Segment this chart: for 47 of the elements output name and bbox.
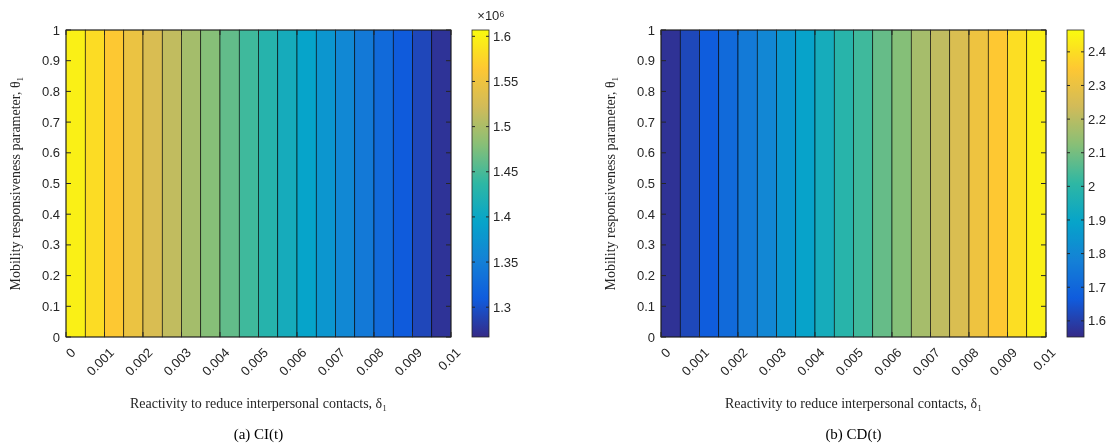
x-axis-title: Reactivity to reduce interpersonal contacts, δ₁ — [129, 396, 388, 411]
y-tick-label: 0.7 — [41, 114, 60, 130]
color-bar-label: 2.2 — [1088, 111, 1107, 127]
color-bar-label: 2.1 — [1088, 145, 1107, 161]
color-bar-label: 2.3 — [1088, 78, 1107, 94]
y-tick-label: 0.1 — [636, 298, 655, 314]
color-bar-label: 1.4 — [493, 209, 512, 225]
y-tick-label: 1 — [647, 22, 655, 38]
color-bar-label: 2 — [1088, 178, 1096, 194]
y-axis-title: Mobility responsiveness parameter, θ₁ — [8, 76, 23, 291]
x-tick-label: 0.01 — [1030, 344, 1059, 374]
color-bar-label: 2.4 — [1088, 44, 1107, 60]
y-tick-label: 0.9 — [41, 53, 60, 69]
y-tick-label: 0.5 — [41, 176, 60, 192]
y-axis-title: Mobility responsiveness parameter, θ₁ — [603, 76, 618, 291]
color-bar-title: ×10⁶ — [477, 8, 505, 23]
y-tick-label: 0.4 — [41, 206, 60, 222]
y-tick-label: 0.7 — [636, 114, 655, 130]
y-tick-label: 0.5 — [636, 176, 655, 192]
y-tick-label: 0.3 — [41, 237, 60, 253]
y-tick-label: 0.9 — [636, 53, 655, 69]
x-axis-title: Reactivity to reduce interpersonal contacts, δ₁ — [724, 396, 983, 411]
color-bar-label: 1.8 — [1088, 246, 1107, 262]
y-tick-label: 0.4 — [636, 206, 655, 222]
y-tick-label: 0.8 — [636, 83, 655, 99]
y-tick-label: 1 — [52, 22, 60, 38]
color-bar-label: 1.35 — [493, 254, 519, 270]
color-bar-label: 1.5 — [493, 119, 512, 135]
text: (a) CI(t) — [233, 426, 284, 443]
x-tick-label: 0.01 — [435, 344, 464, 374]
y-tick-label: 0.8 — [41, 83, 60, 99]
color-bar-label: 1.7 — [1088, 279, 1107, 295]
y-tick-label: 0 — [52, 329, 60, 345]
color-bar-label: 1.45 — [493, 164, 519, 180]
color-bar-label: 1.6 — [493, 28, 512, 44]
color-bar-label: 1.6 — [1088, 313, 1107, 329]
y-tick-label: 0.6 — [41, 145, 60, 161]
y-tick-label: 0.3 — [636, 237, 655, 253]
color-bar-label: 1.9 — [1088, 212, 1107, 228]
y-tick-label: 0.2 — [636, 268, 655, 284]
y-tick-label: 0.1 — [41, 298, 60, 314]
y-tick-label: 0.6 — [636, 145, 655, 161]
color-bar-label: 1.3 — [493, 299, 512, 315]
y-tick-label: 0 — [647, 329, 655, 345]
y-tick-label: 0.2 — [41, 268, 60, 284]
text: (b) CD(t) — [825, 426, 882, 443]
color-bar-label: 1.55 — [493, 74, 519, 90]
